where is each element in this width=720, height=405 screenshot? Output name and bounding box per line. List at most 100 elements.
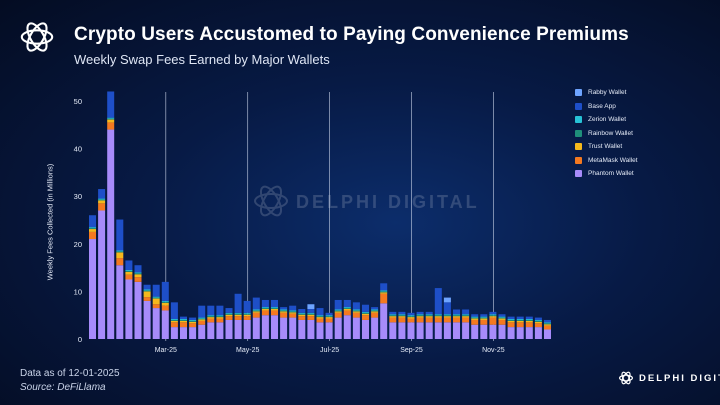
bar-segment (462, 315, 470, 317)
bar-segment (380, 291, 388, 293)
bar-segment (453, 322, 460, 339)
bar-segment (407, 312, 415, 316)
bar-segment (89, 239, 96, 339)
bar-segment (516, 316, 524, 320)
bar-segment (125, 271, 133, 275)
bar-segment (170, 322, 178, 328)
bar-segment (507, 322, 515, 328)
bar-segment (343, 307, 351, 309)
chart-legend: Rabby Wallet Base App Zerion Wallet Rainbow… (575, 86, 638, 181)
legend-swatch (575, 89, 582, 97)
bar-segment (434, 315, 442, 317)
bar-segment (252, 310, 260, 312)
bar-segment (89, 229, 96, 232)
bar-segment (116, 219, 124, 251)
legend-swatch (575, 170, 582, 178)
bar-segment (89, 227, 96, 229)
bar-segment (434, 322, 442, 339)
legend-swatch (575, 129, 582, 137)
bar-segment (116, 258, 124, 266)
bar-segment (334, 310, 342, 312)
source-note: Source: DeFiLlama (20, 382, 106, 393)
bar-segment (525, 319, 533, 321)
bar-segment (125, 279, 133, 339)
bar-segment (234, 293, 242, 313)
legend-item: Rainbow Wallet (575, 127, 638, 141)
legend-item: Trust Wallet (575, 140, 638, 154)
bar-segment (352, 312, 360, 318)
bar-segment (143, 284, 151, 290)
bar-segment (471, 314, 479, 317)
legend-label: Base App (588, 102, 616, 110)
bar-segment (89, 215, 96, 228)
bar-segment (416, 311, 424, 315)
bar-segment (416, 316, 424, 318)
bar-segment (534, 323, 542, 328)
bar-segment (362, 311, 369, 313)
bar-segment (243, 319, 251, 339)
bar-segment (98, 200, 106, 204)
bar-segment (107, 118, 115, 120)
bar-segment (134, 274, 142, 278)
bar-segment (116, 250, 124, 252)
bar-segment (489, 324, 497, 339)
bar-segment (471, 316, 479, 318)
bar-segment (498, 324, 506, 339)
bar-segment (152, 304, 160, 309)
bar-segment (207, 315, 215, 317)
bar-segment (334, 317, 342, 339)
bar-segment (544, 322, 551, 324)
legend-swatch (575, 116, 582, 124)
bar-segment (325, 322, 333, 339)
bar-segment (425, 316, 433, 318)
bar-segment (343, 310, 351, 316)
bar-segment (198, 305, 206, 318)
bar-segment (280, 310, 288, 312)
bar-segment (107, 119, 115, 123)
bar-segment (443, 302, 451, 315)
bar-segment (243, 300, 251, 313)
bar-segment (425, 315, 433, 317)
bar-segment (98, 198, 106, 200)
bar-segment (407, 318, 415, 323)
bar-segment (343, 308, 351, 310)
legend-item: Rabby Wallet (575, 86, 638, 100)
bar-segment (544, 323, 551, 325)
bar-segment (298, 319, 306, 339)
bar-segment (116, 251, 124, 253)
bar-segment (480, 318, 488, 320)
bar-segment (425, 322, 433, 339)
legend-label: MetaMask Wallet (588, 156, 638, 164)
bar-segment (516, 322, 524, 328)
bar-segment (307, 304, 315, 310)
bar-segment (416, 317, 424, 323)
bar-segment (225, 319, 233, 339)
bar-segment (125, 270, 133, 272)
bar-segment (534, 320, 542, 322)
bar-segment (307, 314, 315, 317)
bar-segment (443, 322, 451, 339)
bar-segment (389, 315, 397, 317)
bar-segment (389, 316, 397, 318)
y-tick-label: 0 (78, 335, 82, 344)
bar-segment (352, 310, 360, 312)
bar-segment (289, 312, 297, 314)
bar-segment (189, 323, 197, 328)
bar-segment (207, 316, 215, 318)
y-tick-label: 50 (74, 97, 82, 106)
bar-segment (425, 317, 433, 323)
x-tick-label: Jul-25 (320, 347, 339, 354)
bar-segment (453, 315, 460, 317)
bar-segment (544, 319, 551, 323)
bar-segment (325, 317, 333, 319)
bar-segment (216, 305, 224, 316)
bar-segment (189, 317, 197, 320)
bar-segment (453, 317, 460, 323)
legend-item: Zerion Wallet (575, 113, 638, 127)
bar-segment (225, 308, 233, 313)
bar-segment (334, 299, 342, 310)
bar-segment (298, 316, 306, 320)
bar-segment (298, 312, 306, 314)
legend-item: Base App (575, 100, 638, 114)
bar-segment (107, 91, 115, 118)
